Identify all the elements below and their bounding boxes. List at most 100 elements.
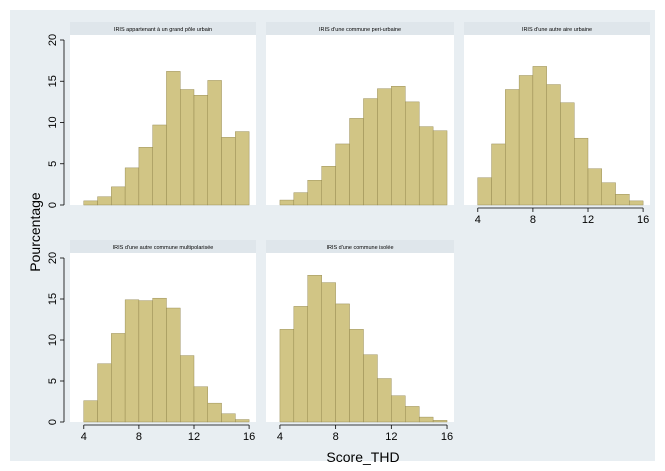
y-tick-label: 10 (47, 116, 59, 128)
x-tick-label: 12 (188, 431, 200, 443)
histogram-bar (207, 80, 222, 206)
histogram-bar (349, 329, 364, 423)
histogram-bar (111, 333, 126, 423)
y-tick-label: 20 (47, 34, 59, 46)
histogram-bar (477, 177, 492, 206)
x-tick-label: 8 (333, 431, 339, 443)
histogram-bar (418, 126, 434, 206)
histogram-bar (587, 168, 602, 206)
panel-5: IRIS d'une commune isolée 4 8 12 16 (266, 240, 454, 443)
panel-2: IRIS d'une commune peri-urbaine (266, 22, 454, 206)
histogram-bar (391, 85, 406, 206)
y-tick-label: 5 (47, 378, 59, 384)
y-tick-label: 0 (47, 202, 59, 208)
histogram-bar (111, 186, 126, 206)
histogram-bar (518, 75, 534, 206)
histogram-bar (235, 131, 250, 206)
histogram-bar (83, 400, 98, 423)
histogram-bar (335, 303, 350, 423)
histogram-bar (391, 395, 406, 423)
x-tick-label: 8 (530, 214, 536, 226)
x-axis-title: Score_THD (326, 449, 399, 465)
histogram-bar (97, 196, 112, 206)
histogram-bar (97, 363, 112, 423)
panel-4: IRIS d'une autre commune multipolarisée 0… (47, 240, 256, 443)
histogram-bar (349, 118, 364, 206)
histogram-bar (279, 329, 295, 423)
histogram-bar (574, 137, 589, 206)
histogram-bar (180, 355, 195, 423)
histogram-bar (307, 275, 322, 423)
histogram-bar (560, 102, 575, 206)
panel-title: IRIS d'une autre commune multipolarisée (113, 245, 214, 251)
y-tick-label: 10 (47, 334, 59, 346)
panel-3: IRIS d'une autre aire urbaine 4 8 12 16 (464, 22, 650, 226)
panel-title: IRIS d'une commune peri-urbaine (319, 27, 401, 33)
histogram-bar (193, 95, 208, 206)
x-tick-label: 16 (637, 214, 649, 226)
histogram-bar (180, 89, 195, 206)
histogram-bar (629, 200, 644, 206)
histogram-bar (138, 300, 153, 423)
panel-strip (464, 22, 650, 35)
histogram-bar (321, 282, 336, 423)
x-tick-label: 4 (475, 214, 481, 226)
y-tick-label: 20 (47, 252, 59, 264)
panel-strip (266, 22, 454, 35)
panel-strip (70, 240, 256, 253)
histogram-bar (124, 167, 140, 206)
panel-strip (266, 240, 454, 253)
panel-strip (70, 22, 256, 35)
histogram-bar (432, 420, 448, 423)
histogram-bar (193, 386, 208, 423)
y-axis-title: Pourcentage (27, 192, 43, 272)
histogram-bar (601, 182, 616, 206)
x-tick-label: 16 (243, 431, 255, 443)
histogram-bar (221, 137, 236, 206)
histogram-bar (363, 98, 378, 206)
histogram-bar (221, 413, 236, 423)
x-tick-label: 12 (385, 431, 397, 443)
histogram-bar (377, 88, 392, 206)
histogram-bar (505, 89, 520, 206)
x-tick-label: 12 (582, 214, 594, 226)
y-tick-label: 15 (47, 75, 59, 87)
histogram-bar (377, 378, 392, 423)
histogram-bar (166, 307, 181, 423)
histogram-bar (207, 402, 222, 423)
histogram-bar (138, 147, 153, 206)
histogram-bar (293, 306, 308, 423)
histogram-bar (152, 297, 167, 423)
histogram-bar (124, 299, 140, 423)
histogram-bar (432, 130, 448, 206)
histogram-bar (166, 71, 181, 206)
panel-title: IRIS d'une autre aire urbaine (522, 27, 592, 33)
histogram-bar (307, 180, 322, 206)
y-tick-label: 0 (47, 419, 59, 425)
histogram-bar (83, 200, 98, 206)
panel-title: IRIS d'une commune isolée (326, 245, 393, 251)
panel-1: IRIS appartenant à un grand pôle urbain 0… (47, 22, 256, 208)
histogram-bar (491, 143, 506, 206)
x-tick-label: 4 (81, 431, 87, 443)
x-tick-label: 4 (277, 431, 283, 443)
histogram-bar (546, 84, 561, 206)
histogram-bar (279, 199, 295, 206)
histogram-bar (418, 416, 434, 423)
histogram-bar (293, 192, 308, 206)
y-tick-label: 15 (47, 293, 59, 305)
histogram-bar (321, 166, 336, 206)
panels-layer: IRIS appartenant à un grand pôle urbain 0… (47, 22, 650, 443)
y-tick-label: 5 (47, 161, 59, 167)
histogram-bar (235, 419, 250, 423)
histogram-bar (615, 194, 630, 206)
histogram-bar (405, 101, 420, 206)
histogram-bar (405, 406, 420, 423)
x-tick-label: 16 (441, 431, 453, 443)
x-tick-label: 8 (136, 431, 142, 443)
histogram-bar (532, 66, 547, 206)
histogram-bar (363, 354, 378, 423)
panel-title: IRIS appartenant à un grand pôle urbain (114, 27, 212, 33)
histogram-bar (152, 124, 167, 206)
